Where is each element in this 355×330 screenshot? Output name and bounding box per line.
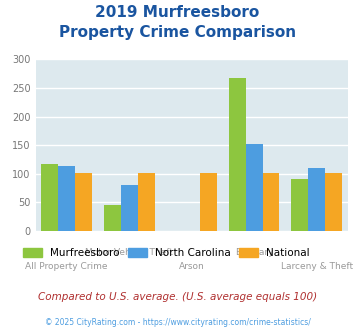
Bar (138, 173, 154, 231)
Bar (42, 164, 58, 231)
Text: Larceny & Theft: Larceny & Theft (280, 262, 353, 271)
Bar (121, 185, 138, 231)
Text: All Property Crime: All Property Crime (26, 262, 108, 271)
Bar (200, 173, 217, 231)
Text: Arson: Arson (179, 262, 204, 271)
Bar (263, 173, 279, 231)
Text: © 2025 CityRating.com - https://www.cityrating.com/crime-statistics/: © 2025 CityRating.com - https://www.city… (45, 318, 310, 327)
Legend: Murfreesboro, North Carolina, National: Murfreesboro, North Carolina, National (23, 248, 310, 258)
Bar (104, 205, 121, 231)
Text: Property Crime Comparison: Property Crime Comparison (59, 25, 296, 40)
Bar (308, 168, 325, 231)
Bar (58, 166, 75, 231)
Text: 2019 Murfreesboro: 2019 Murfreesboro (95, 5, 260, 20)
Bar (291, 179, 308, 231)
Bar (229, 78, 246, 231)
Bar (325, 173, 342, 231)
Text: Motor Vehicle Theft: Motor Vehicle Theft (85, 248, 173, 257)
Text: Burglary: Burglary (235, 248, 273, 257)
Text: Compared to U.S. average. (U.S. average equals 100): Compared to U.S. average. (U.S. average … (38, 292, 317, 302)
Bar (246, 144, 263, 231)
Bar (75, 173, 92, 231)
